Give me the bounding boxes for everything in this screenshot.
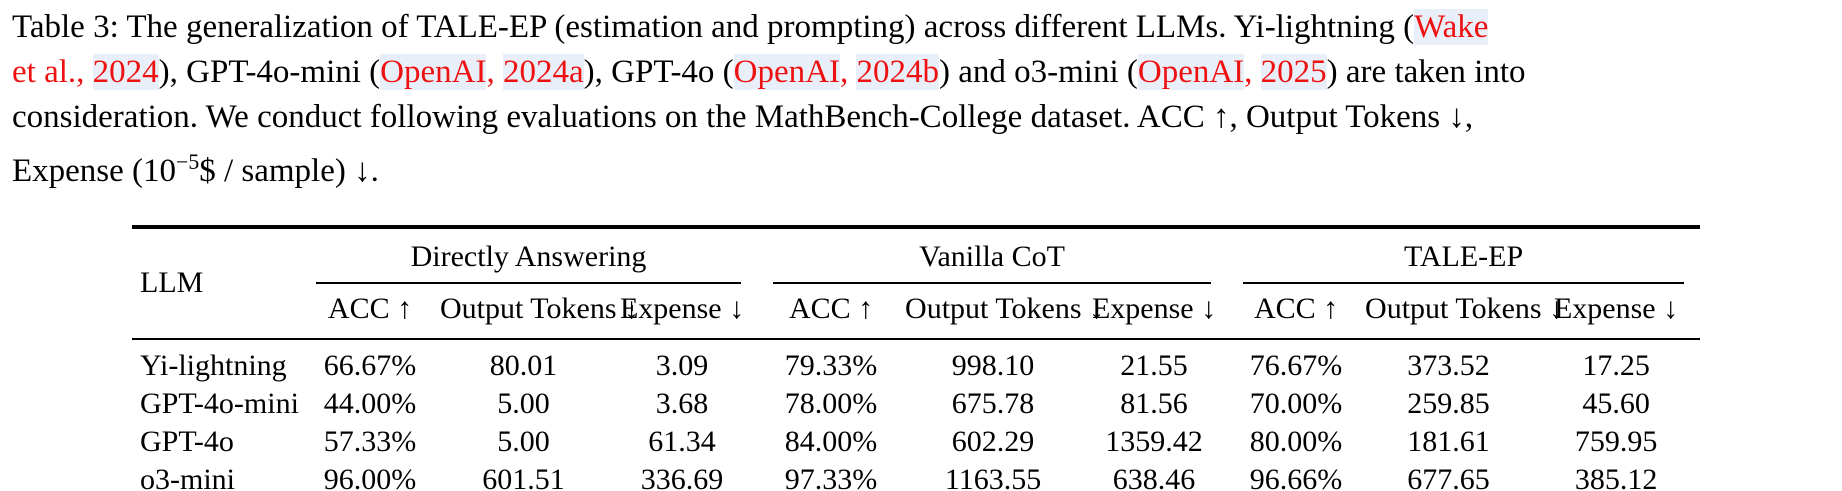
- superscript-exponent: −5: [176, 150, 200, 174]
- column-header-llm: LLM: [132, 226, 300, 340]
- table-cell: 61.34: [648, 424, 716, 458]
- caption-text: Table 3: The generalization of TALE-EP (…: [12, 9, 1415, 45]
- table-cell: 81.56: [1120, 386, 1188, 420]
- row-label-llm: o3-mini: [140, 462, 235, 491]
- table-row: Yi-lightning 66.67% 80.01 3.09 79.33% 99…: [132, 339, 1700, 385]
- table-row: GPT-4o-mini 44.00% 5.00 3.68 78.00% 675.…: [132, 385, 1700, 423]
- table-cell: 3.09: [655, 348, 709, 382]
- table-cell: 21.55: [1120, 348, 1188, 382]
- subheader-output-tokens: Output Tokens ↓: [905, 283, 1104, 340]
- subheader-row: ACC ↑ Output Tokens ↓ Expense ↓ ACC ↑ Ou…: [132, 283, 1701, 340]
- subheader-expense: Expense ↓: [607, 283, 758, 340]
- group-header-vanilla-cot: Vanilla CoT: [757, 227, 1227, 284]
- caption-text: ) are taken into: [1326, 54, 1526, 90]
- caption-text: ) and o3-mini (: [938, 54, 1138, 90]
- row-label-llm: GPT-4o: [140, 424, 234, 458]
- citation-link[interactable]: ,: [1244, 54, 1261, 90]
- table-cell: 76.67%: [1249, 348, 1343, 382]
- citation-link[interactable]: Wake: [1414, 9, 1489, 45]
- citation-link[interactable]: OpenAI: [1137, 54, 1245, 90]
- table-cell: 84.00%: [784, 424, 878, 458]
- table-cell: 601.51: [482, 462, 565, 491]
- caption-text: $ / sample) ↓.: [199, 152, 379, 189]
- table-row: GPT-4o 57.33% 5.00 61.34 84.00% 602.29 1…: [132, 423, 1700, 461]
- citation-link[interactable]: et al.,: [12, 54, 93, 90]
- subheader-expense: Expense ↓: [1081, 283, 1228, 340]
- table-cell: 66.67%: [323, 348, 417, 382]
- subheader-output-tokens: Output Tokens ↓: [1365, 283, 1564, 340]
- caption-text: Expense (10: [12, 152, 177, 189]
- table-cell: 759.95: [1574, 424, 1658, 458]
- subheader-acc: ACC ↑: [757, 283, 906, 340]
- citation-link[interactable]: OpenAI: [733, 54, 840, 90]
- table-cell: 45.60: [1582, 386, 1650, 420]
- table-cell: 259.85: [1407, 386, 1490, 420]
- table-cell: 5.00: [497, 386, 550, 420]
- table-cell: 3.68: [655, 386, 709, 420]
- table-cell: 638.46: [1112, 462, 1196, 491]
- table-cell: 96.66%: [1249, 462, 1343, 491]
- table-cell: 78.00%: [784, 386, 878, 420]
- row-label-llm: Yi-lightning: [140, 348, 287, 382]
- subheader-expense: Expense ↓: [1532, 283, 1701, 340]
- citation-link[interactable]: ,: [486, 54, 503, 90]
- caption-line-2: et al., 2024), GPT-4o-mini (OpenAI, 2024…: [12, 50, 1842, 95]
- group-header-directly-answering: Directly Answering: [300, 227, 757, 284]
- table-cell: 57.33%: [323, 424, 417, 458]
- caption-line-1: Table 3: The generalization of TALE-EP (…: [12, 5, 1842, 50]
- citation-link[interactable]: 2024b: [856, 54, 939, 90]
- group-header-row: LLM Directly Answering Vanilla CoT TALE-…: [132, 226, 1700, 340]
- table-cell: 1163.55: [944, 462, 1042, 491]
- table-caption: Table 3: The generalization of TALE-EP (…: [0, 0, 1842, 194]
- row-label-llm: GPT-4o-mini: [140, 386, 299, 420]
- table-cell: 675.78: [951, 386, 1035, 420]
- table-cell: 80.00%: [1249, 424, 1343, 458]
- citation-link[interactable]: 2024: [92, 54, 159, 90]
- caption-text: consideration. We conduct following eval…: [12, 99, 1474, 135]
- table-cell: 373.52: [1407, 348, 1490, 382]
- table-cell: 385.12: [1574, 462, 1658, 491]
- table-cell: 97.33%: [784, 462, 878, 491]
- citation-link[interactable]: 2024a: [502, 54, 584, 90]
- caption-line-4: Expense (10−5$ / sample) ↓.: [12, 140, 1842, 194]
- table-cell: 336.69: [640, 462, 724, 491]
- table-cell: 96.00%: [323, 462, 417, 491]
- table-cell: 80.01: [489, 348, 558, 382]
- citation-link[interactable]: 2025: [1260, 54, 1327, 90]
- results-table: LLM Directly Answering Vanilla CoT TALE-…: [132, 224, 1701, 491]
- table-cell: 677.65: [1407, 462, 1490, 491]
- table-cell: 998.10: [951, 348, 1035, 382]
- subheader-acc: ACC ↑: [1227, 283, 1366, 340]
- table-cell: 79.33%: [784, 348, 878, 382]
- table-cell: 602.29: [951, 424, 1035, 458]
- citation-link[interactable]: OpenAI: [380, 54, 487, 90]
- caption-text: ), GPT-4o (: [583, 54, 734, 90]
- table-cell: 70.00%: [1249, 386, 1343, 420]
- table-cell: 44.00%: [323, 386, 417, 420]
- group-header-tale-ep: TALE-EP: [1227, 227, 1700, 284]
- subheader-acc: ACC ↑: [300, 283, 440, 340]
- caption-line-3: consideration. We conduct following eval…: [12, 95, 1842, 140]
- table-cell: 1359.42: [1105, 424, 1203, 458]
- table-row: o3-mini 96.00% 601.51 336.69 97.33% 1163…: [132, 461, 1700, 491]
- table-cell: 181.61: [1407, 424, 1490, 458]
- table-cell: 17.25: [1582, 348, 1650, 382]
- subheader-output-tokens: Output Tokens ↓: [440, 283, 639, 340]
- table-cell: 5.00: [497, 424, 550, 458]
- citation-link[interactable]: ,: [839, 54, 857, 90]
- caption-text: ), GPT-4o-mini (: [158, 54, 381, 90]
